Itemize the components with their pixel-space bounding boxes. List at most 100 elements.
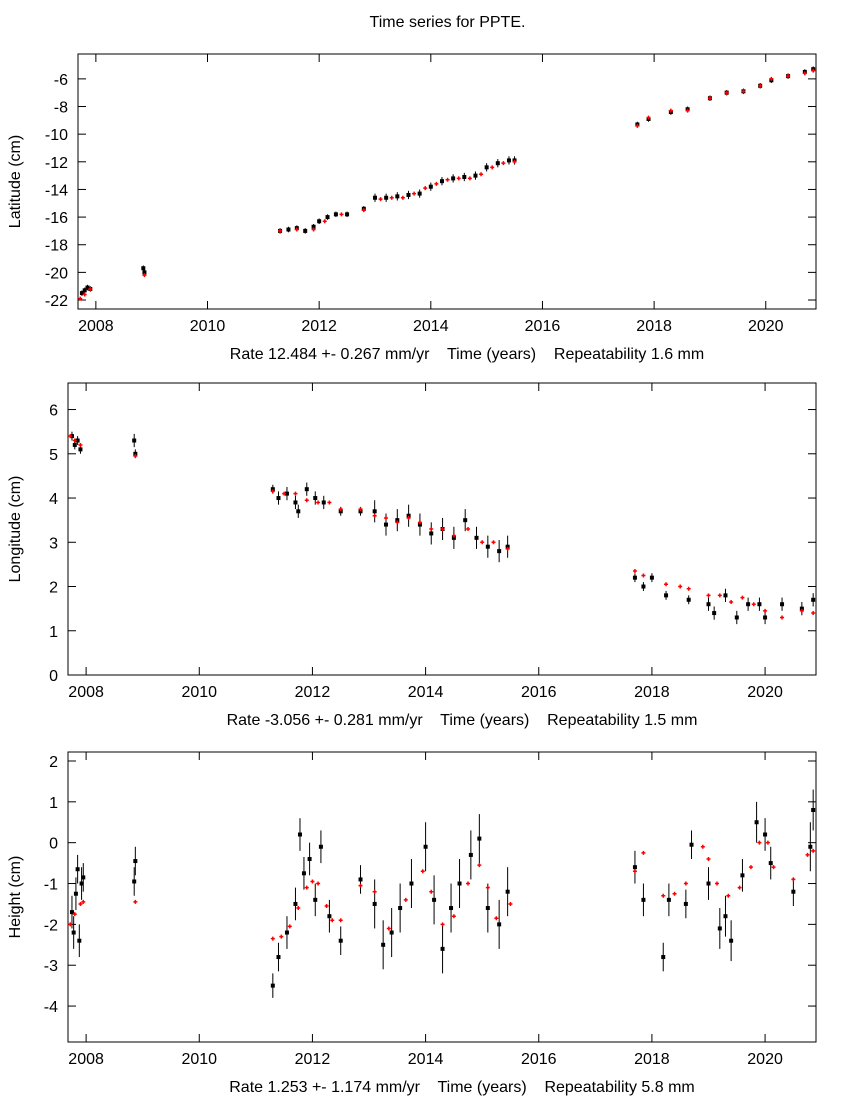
observation-point — [497, 549, 502, 554]
y-tick-label: -16 — [45, 210, 68, 227]
model-point — [805, 852, 810, 857]
observation-point — [75, 438, 80, 443]
model-point — [740, 595, 745, 600]
observation-point — [791, 889, 796, 894]
observation-point — [763, 615, 768, 620]
model-point — [729, 600, 734, 604]
model-point — [741, 89, 746, 94]
observation-point — [477, 836, 482, 841]
model-point — [72, 438, 77, 443]
observation-point — [79, 881, 84, 886]
model-point — [400, 195, 405, 200]
observation-point — [384, 195, 389, 200]
model-point — [505, 546, 510, 551]
observation-point — [395, 518, 400, 523]
model-point — [678, 584, 683, 589]
observation-point — [799, 606, 804, 611]
observation-point — [398, 906, 403, 911]
x-tick-label: 2018 — [634, 684, 670, 701]
model-point — [412, 191, 417, 196]
x-tick-label: 2012 — [295, 684, 331, 701]
model-point — [467, 176, 472, 181]
model-point — [717, 593, 722, 598]
model-point — [78, 901, 83, 906]
model-point — [358, 883, 363, 888]
model-point — [78, 296, 83, 301]
x-tick-label: 2014 — [408, 1051, 444, 1068]
observation-point — [307, 857, 312, 862]
observation-point — [432, 897, 437, 902]
model-point — [811, 611, 816, 616]
observation-point — [311, 224, 316, 229]
model-point — [81, 899, 86, 904]
model-point — [751, 602, 756, 607]
panel-2: 2008 2010 2012 2014 2016 2018 2020 0 1 2 3 4 5 6 Longi… — [7, 382, 817, 729]
y-tick-label: 5 — [49, 447, 58, 464]
observation-point — [409, 881, 414, 886]
observation-point — [723, 593, 728, 598]
model-point — [383, 515, 388, 520]
model-point — [491, 540, 496, 545]
model-point — [72, 912, 77, 917]
model-point — [270, 936, 275, 941]
observation-point — [423, 844, 428, 849]
model-point — [726, 893, 731, 898]
y-tick-label: 3 — [49, 535, 58, 552]
y-tick-label: -14 — [45, 182, 68, 199]
model-point — [466, 527, 471, 531]
model-point — [68, 434, 73, 439]
observation-point — [389, 930, 394, 935]
model-point — [664, 582, 669, 587]
observation-point — [757, 602, 762, 607]
model-point — [310, 879, 315, 884]
observation-point — [297, 832, 302, 837]
model-point — [133, 454, 138, 458]
observation-point — [780, 602, 785, 607]
model-point — [811, 68, 816, 73]
observation-point — [358, 877, 363, 882]
observation-point — [429, 531, 434, 536]
observation-point — [717, 926, 722, 931]
observation-point — [78, 447, 83, 452]
y-tick-label: -1 — [44, 877, 58, 894]
y-tick-label: 0 — [49, 836, 58, 853]
observation-point — [497, 922, 502, 927]
observation-point — [462, 175, 467, 180]
x-tick-label: 2010 — [181, 684, 217, 701]
observation-point — [313, 897, 318, 902]
observation-point — [723, 914, 728, 919]
observation-point — [406, 192, 411, 197]
observation-point — [69, 910, 74, 915]
model-point — [316, 881, 321, 886]
model-point — [757, 840, 762, 845]
x-axis-label: Rate 12.484 +- 0.267 mm/yr Time (years) … — [230, 346, 704, 363]
model-point — [330, 918, 335, 923]
y-axis-label: Longitude (cm) — [7, 476, 24, 583]
observation-point — [85, 285, 90, 290]
x-tick-label: 2008 — [78, 318, 114, 335]
observation-point — [286, 227, 291, 232]
y-tick-label: -4 — [44, 999, 58, 1016]
observation-point — [79, 291, 84, 296]
observation-point — [712, 611, 717, 616]
model-point — [641, 850, 646, 855]
model-point — [451, 914, 456, 919]
model-point — [82, 292, 87, 297]
observation-point — [754, 820, 759, 825]
x-tick-label: 2008 — [68, 1051, 104, 1068]
observation-point — [485, 544, 490, 549]
y-tick-label: -8 — [54, 100, 68, 117]
observation-point — [276, 496, 281, 501]
model-point — [480, 540, 485, 545]
observation-point — [395, 194, 400, 199]
observation-point — [428, 184, 433, 189]
observation-point — [303, 228, 308, 233]
observation-point — [484, 165, 489, 170]
y-tick-label: -22 — [45, 293, 68, 310]
y-axis-label: Latitude (cm) — [7, 135, 24, 228]
observation-point — [649, 575, 654, 580]
model-point — [282, 491, 287, 496]
observation-point — [313, 496, 318, 501]
model-point — [763, 608, 768, 613]
